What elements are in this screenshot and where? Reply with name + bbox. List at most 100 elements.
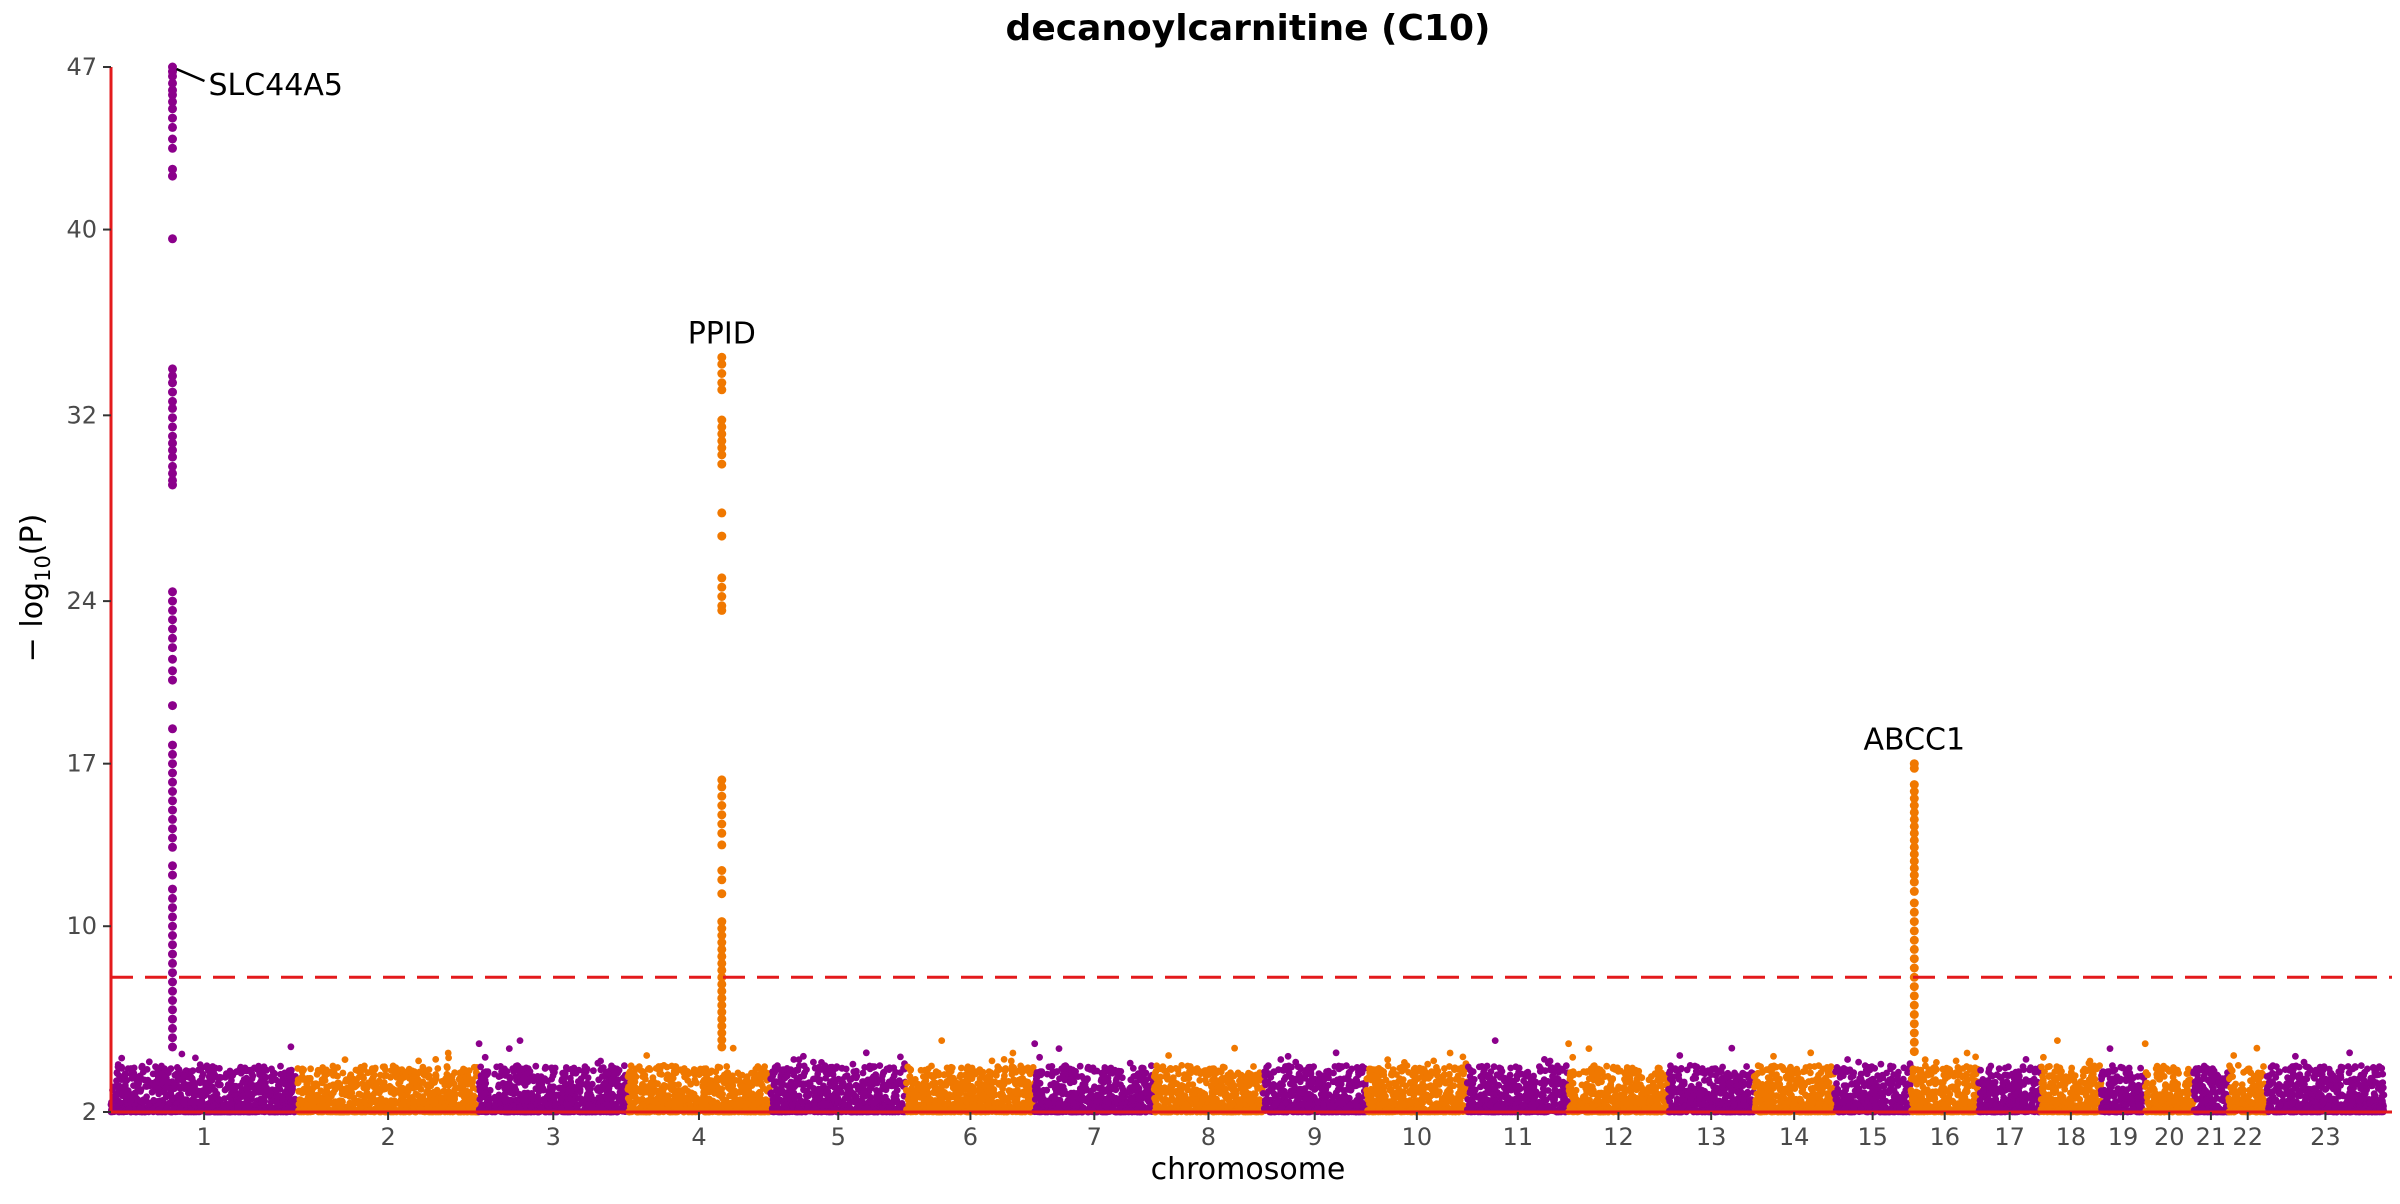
x-tick-label: 6 [963, 1123, 978, 1151]
data-point [168, 643, 177, 652]
data-point [717, 450, 726, 459]
chromosome-8-points [1151, 1045, 1266, 1116]
chromosome-5-points [767, 1049, 909, 1115]
chromosome-6-points [903, 1037, 1038, 1115]
x-tick-label: 9 [1307, 1123, 1322, 1151]
data-point [168, 987, 177, 996]
data-point [168, 422, 177, 431]
data-point [168, 144, 177, 153]
data-point [168, 597, 177, 606]
chromosome-2-points [294, 1050, 482, 1116]
data-point [1910, 1019, 1919, 1028]
x-tick-label: 14 [1779, 1123, 1810, 1151]
data-point [168, 787, 177, 796]
data-point [168, 806, 177, 815]
data-point [1910, 982, 1919, 991]
data-point [717, 820, 726, 829]
data-point [717, 1043, 726, 1052]
data-point [168, 885, 177, 894]
data-point [717, 369, 726, 378]
data-point [168, 778, 177, 787]
data-point [168, 1005, 177, 1014]
data-point [168, 615, 177, 624]
chromosome-10-points [1363, 1050, 1470, 1116]
data-point [168, 996, 177, 1005]
data-point [168, 741, 177, 750]
data-point [168, 676, 177, 685]
x-tick-label: 7 [1087, 1123, 1102, 1151]
data-point [717, 810, 726, 819]
data-point [168, 959, 177, 968]
x-tick-label: 1 [196, 1123, 211, 1151]
data-point [1910, 954, 1919, 963]
data-point [717, 875, 726, 884]
data-point [168, 625, 177, 634]
data-point [168, 378, 177, 387]
x-tick-label: 15 [1857, 1123, 1888, 1151]
y-tick-label: 40 [66, 216, 97, 244]
peak-label: SLC44A5 [208, 68, 343, 103]
chromosome-7-points [1031, 1040, 1157, 1115]
data-point [717, 573, 726, 582]
data-point [168, 481, 177, 490]
data-point [168, 931, 177, 940]
y-tick-label: 2 [82, 1098, 97, 1126]
peak-label-leader [176, 69, 204, 81]
peak-1-points [717, 353, 726, 1052]
data-point [717, 606, 726, 615]
chromosome-21-points [2190, 1063, 2231, 1116]
data-point [1910, 899, 1919, 908]
chromosome-11-points [1464, 1037, 1572, 1115]
data-point [168, 655, 177, 664]
x-tick-label: 17 [1994, 1123, 2025, 1151]
x-tick-label: 16 [1929, 1123, 1960, 1151]
chromosome-17-points [1975, 1056, 2043, 1115]
peak-label: PPID [688, 316, 756, 351]
data-point [168, 978, 177, 987]
data-point [1910, 917, 1919, 926]
data-point [168, 871, 177, 880]
points-layer [108, 63, 2388, 1116]
chromosome-16-points [1908, 1050, 1982, 1116]
data-point [168, 404, 177, 413]
x-tick-label: 13 [1696, 1123, 1727, 1151]
data-point [168, 750, 177, 759]
x-tick-label: 19 [2108, 1123, 2139, 1151]
chromosome-3-points [476, 1037, 631, 1115]
data-point [717, 866, 726, 875]
data-point [1910, 926, 1919, 935]
data-point [168, 587, 177, 596]
x-tick-label: 4 [691, 1123, 706, 1151]
data-point [717, 460, 726, 469]
chromosome-18-points [2038, 1037, 2105, 1115]
x-tick-label: 10 [1402, 1123, 1433, 1151]
data-point [717, 360, 726, 369]
x-tick-label: 2 [380, 1123, 395, 1151]
data-point [168, 413, 177, 422]
x-tick-label: 11 [1503, 1123, 1534, 1151]
data-point [168, 834, 177, 843]
data-point [168, 1024, 177, 1033]
data-point [1910, 1047, 1919, 1056]
chromosome-22-points [2225, 1045, 2270, 1116]
y-tick-label: 32 [66, 401, 97, 429]
chromosome-14-points [1751, 1049, 1838, 1115]
data-point [168, 894, 177, 903]
data-point [1910, 1029, 1919, 1038]
data-point [168, 940, 177, 949]
data-point [1910, 764, 1919, 773]
data-point [168, 824, 177, 833]
chromosome-4-points [625, 1045, 774, 1116]
x-tick-label: 3 [546, 1123, 561, 1151]
chromosome-13-points [1665, 1045, 1757, 1116]
data-point [168, 123, 177, 132]
data-point [168, 634, 177, 643]
x-tick-label: 12 [1603, 1123, 1634, 1151]
data-point [168, 666, 177, 675]
data-point [1910, 887, 1919, 896]
data-point [168, 769, 177, 778]
data-point [1910, 964, 1919, 973]
